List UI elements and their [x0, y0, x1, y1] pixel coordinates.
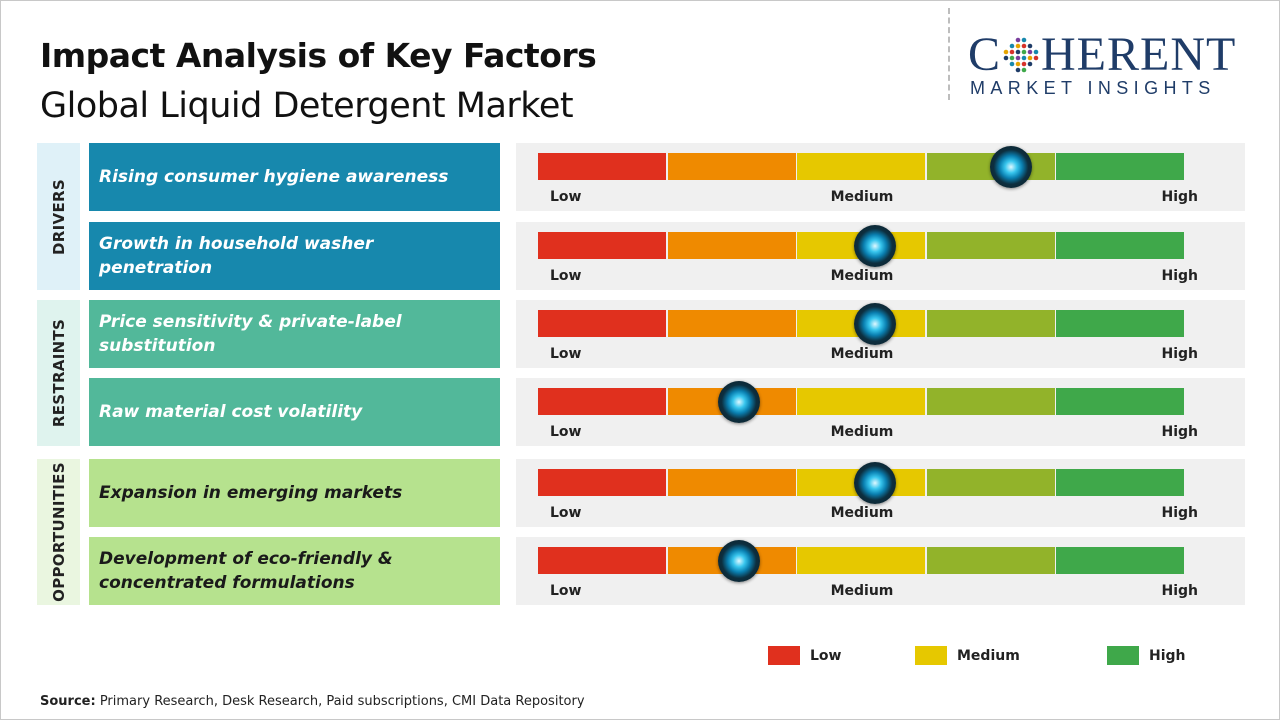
logo-tagline: MARKET INSIGHTS — [970, 78, 1216, 98]
impact-indicator-knob — [717, 380, 760, 423]
meter-tick-label: Medium — [830, 189, 894, 205]
legend-item: Low — [768, 646, 841, 665]
legend-swatch — [768, 646, 800, 665]
legend-item: High — [1107, 646, 1186, 665]
meter-segment — [1056, 310, 1185, 337]
meter-segment — [667, 310, 796, 337]
meter-tick-label: Low — [550, 189, 582, 205]
impact-indicator-knob — [853, 461, 896, 504]
meter-segment — [926, 388, 1055, 415]
impact-meter: Low Medium High — [516, 537, 1245, 605]
meter-segment — [926, 232, 1055, 259]
meter-tick-label: Medium — [830, 346, 894, 362]
page-subtitle: Global Liquid Detergent Market — [40, 86, 574, 126]
factor-label: Raw material cost volatility — [89, 378, 500, 446]
impact-indicator-knob — [853, 224, 896, 267]
factor-label: Rising consumer hygiene awareness — [89, 143, 500, 211]
source-note: Source: Primary Research, Desk Research,… — [40, 694, 585, 709]
meter-tick-label: High — [1161, 346, 1198, 362]
meter-segment — [797, 547, 926, 574]
impact-meter: Low Medium High — [516, 378, 1245, 446]
meter-segment — [538, 547, 667, 574]
meter-tick-label: Medium — [830, 268, 894, 284]
meter-segment — [667, 469, 796, 496]
factor-text: Expansion in emerging markets — [99, 483, 403, 503]
logo-wordmark: C HERENT — [968, 28, 1237, 81]
legend-item: Medium — [915, 646, 1020, 665]
category-opportunities: OPPORTUNITIES — [37, 459, 80, 605]
meter-segment — [926, 469, 1055, 496]
factor-label: Price sensitivity & private-label substi… — [89, 300, 500, 368]
meter-segment — [1056, 388, 1185, 415]
factor-text: Raw material cost volatility — [99, 402, 363, 422]
meter-segment — [538, 388, 667, 415]
category-label: RESTRAINTS — [49, 318, 68, 428]
factor-label: Expansion in emerging markets — [89, 459, 500, 527]
meter-segment — [1056, 153, 1185, 180]
logo-dot-globe-icon — [1003, 37, 1039, 73]
factor-label: Development of eco-friendly & concentrat… — [89, 537, 500, 605]
meter-segment — [538, 153, 667, 180]
meter-tick-label: Low — [550, 268, 582, 284]
meter-tick-label: Medium — [830, 424, 894, 440]
category-label: OPPORTUNITIES — [49, 462, 68, 602]
impact-indicator-knob — [853, 302, 896, 345]
meter-tick-label: Low — [550, 346, 582, 362]
company-logo: C HERENT MARKET INSIGHTS — [968, 28, 1260, 102]
legend-label: High — [1149, 647, 1186, 664]
legend-swatch — [1107, 646, 1139, 665]
meter-tick-label: High — [1161, 189, 1198, 205]
meter-tick-label: Low — [550, 424, 582, 440]
meter-tick-label: Medium — [830, 505, 894, 521]
meter-tick-label: High — [1161, 505, 1198, 521]
legend-swatch — [915, 646, 947, 665]
impact-indicator-knob — [717, 539, 760, 582]
meter-segment — [926, 310, 1055, 337]
meter-segment — [538, 232, 667, 259]
meter-segment — [538, 310, 667, 337]
meter-segment — [797, 153, 926, 180]
legend-label: Low — [810, 647, 842, 664]
meter-tick-label: Low — [550, 505, 582, 521]
impact-meter: Low Medium High — [516, 143, 1245, 211]
impact-meter: Low Medium High — [516, 222, 1245, 290]
category-label: DRIVERS — [49, 178, 68, 255]
factor-text: Price sensitivity & private-label substi… — [99, 312, 402, 356]
meter-segment — [667, 153, 796, 180]
meter-tick-label: High — [1161, 268, 1198, 284]
meter-tick-label: Low — [550, 583, 582, 599]
factor-label: Growth in household washer penetration — [89, 222, 500, 290]
page-title: Impact Analysis of Key Factors — [40, 36, 597, 75]
category-restraints: RESTRAINTS — [37, 300, 80, 446]
impact-meter: Low Medium High — [516, 459, 1245, 527]
meter-segment — [797, 388, 926, 415]
legend-label: Medium — [957, 647, 1020, 664]
meter-segment — [926, 547, 1055, 574]
meter-segment — [667, 232, 796, 259]
header-divider — [948, 8, 950, 100]
factor-text: Growth in household washer penetration — [99, 234, 374, 278]
meter-segment — [1056, 232, 1185, 259]
meter-tick-label: High — [1161, 583, 1198, 599]
factor-text: Rising consumer hygiene awareness — [99, 167, 449, 187]
meter-segment — [1056, 547, 1185, 574]
factor-text: Development of eco-friendly & concentrat… — [99, 549, 393, 593]
meter-segment — [538, 469, 667, 496]
category-drivers: DRIVERS — [37, 143, 80, 290]
meter-segment — [1056, 469, 1185, 496]
impact-indicator-knob — [990, 145, 1033, 188]
meter-tick-label: Medium — [830, 583, 894, 599]
impact-meter: Low Medium High — [516, 300, 1245, 368]
meter-tick-label: High — [1161, 424, 1198, 440]
